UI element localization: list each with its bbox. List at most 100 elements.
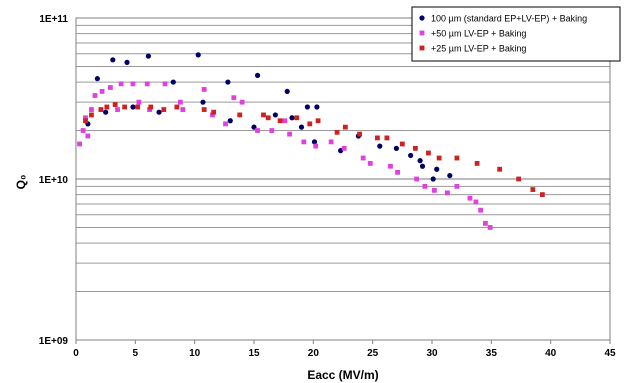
point-100um bbox=[447, 172, 453, 179]
y-tick-labels: 1E+09 1E+10 1E+11 bbox=[39, 14, 69, 347]
x-tick-labels: 0 5 10 15 20 25 30 35 40 45 bbox=[73, 340, 616, 359]
point-50um bbox=[422, 183, 428, 189]
point-100um bbox=[417, 158, 423, 164]
point-50um bbox=[269, 128, 275, 133]
point-50um bbox=[478, 207, 484, 213]
point-50um bbox=[287, 131, 292, 137]
point-50um bbox=[388, 163, 393, 169]
point-25um bbox=[104, 104, 110, 110]
point-50um bbox=[445, 190, 450, 196]
point-100um bbox=[110, 57, 116, 63]
point-25um bbox=[384, 135, 390, 141]
point-50um bbox=[483, 220, 488, 226]
point-50um bbox=[144, 81, 150, 87]
legend-label: 100 µm (standard EP+LV-EP) + Baking bbox=[431, 14, 587, 24]
point-50um bbox=[130, 81, 136, 87]
x-tick-label: 25 bbox=[367, 348, 379, 359]
x-tick-label: 5 bbox=[133, 348, 139, 359]
point-100um bbox=[225, 79, 231, 85]
point-50um bbox=[115, 107, 120, 112]
point-100um bbox=[434, 166, 440, 172]
point-100um bbox=[430, 176, 436, 182]
point-100um bbox=[254, 72, 261, 79]
point-50um bbox=[118, 81, 124, 87]
point-25um bbox=[135, 104, 141, 110]
point-50um bbox=[89, 107, 94, 112]
point-100um bbox=[419, 163, 426, 169]
point-50um bbox=[180, 107, 186, 112]
legend-marker-100um bbox=[419, 15, 425, 21]
point-100um bbox=[304, 104, 310, 110]
point-25um bbox=[237, 112, 243, 118]
legend-marker-50um bbox=[419, 30, 425, 36]
point-100um bbox=[124, 59, 130, 65]
point-100um bbox=[94, 76, 100, 82]
point-25um bbox=[294, 115, 300, 121]
point-50um bbox=[431, 187, 437, 193]
point-25um bbox=[474, 160, 480, 166]
legend-label: +50 µm LV-EP + Baking bbox=[431, 29, 526, 39]
point-100um bbox=[314, 104, 320, 110]
point-25um bbox=[539, 192, 545, 198]
point-50um bbox=[223, 121, 228, 127]
point-25um bbox=[307, 121, 313, 127]
point-25um bbox=[426, 150, 431, 156]
point-25um bbox=[83, 118, 88, 124]
point-25um bbox=[357, 131, 363, 137]
x-tick-label: 35 bbox=[486, 348, 498, 359]
point-25um bbox=[530, 187, 536, 192]
point-25um bbox=[201, 107, 207, 112]
y-tick-label: 1E+10 bbox=[39, 175, 69, 186]
point-25um bbox=[174, 104, 180, 110]
point-25um bbox=[342, 124, 348, 130]
x-tick-label: 20 bbox=[308, 348, 320, 359]
point-50um bbox=[80, 128, 86, 133]
point-25um bbox=[375, 135, 380, 141]
point-100um bbox=[377, 143, 383, 149]
point-50um bbox=[341, 145, 347, 151]
y-axis-title: Q₀ bbox=[14, 175, 28, 190]
point-100um bbox=[289, 115, 295, 121]
legend-box bbox=[411, 6, 621, 62]
point-50um bbox=[414, 176, 419, 182]
point-50um bbox=[467, 195, 473, 201]
point-50um bbox=[282, 118, 288, 124]
point-100um bbox=[408, 152, 414, 159]
point-50um bbox=[239, 99, 245, 105]
point-100um bbox=[195, 52, 201, 58]
point-50um bbox=[210, 112, 215, 118]
point-25um bbox=[265, 115, 271, 121]
point-25um bbox=[454, 155, 460, 161]
point-50um bbox=[255, 128, 260, 133]
point-25um bbox=[261, 112, 266, 118]
gridlines bbox=[76, 17, 610, 293]
x-tick-label: 15 bbox=[248, 348, 260, 359]
point-25um bbox=[497, 166, 503, 172]
point-25um bbox=[148, 104, 154, 110]
point-100um bbox=[284, 88, 290, 95]
point-50um bbox=[162, 81, 168, 87]
point-100um bbox=[393, 145, 399, 151]
point-100um bbox=[298, 124, 305, 130]
point-50um bbox=[487, 225, 493, 230]
point-25um bbox=[211, 109, 217, 115]
x-axis-title: Eacc (MV/m) bbox=[307, 368, 378, 382]
point-25um bbox=[412, 145, 418, 151]
plot-area-frame bbox=[75, 17, 611, 341]
point-25um bbox=[399, 141, 405, 147]
x-tick-label: 0 bbox=[73, 348, 79, 359]
point-50um bbox=[99, 89, 105, 94]
point-25um bbox=[277, 118, 283, 124]
point-50um bbox=[108, 85, 113, 90]
legend-marker-25um bbox=[419, 45, 425, 51]
point-100um bbox=[156, 109, 162, 115]
point-50um bbox=[313, 143, 319, 149]
legend-label: +25 µm LV-EP + Baking bbox=[431, 44, 526, 54]
point-50um bbox=[360, 155, 366, 161]
point-25um bbox=[98, 107, 104, 112]
y-tick-label: 1E+11 bbox=[39, 14, 68, 25]
point-25um bbox=[122, 104, 128, 110]
x-tick-label: 30 bbox=[426, 348, 438, 359]
point-50um bbox=[136, 99, 142, 105]
point-50um bbox=[367, 160, 373, 166]
